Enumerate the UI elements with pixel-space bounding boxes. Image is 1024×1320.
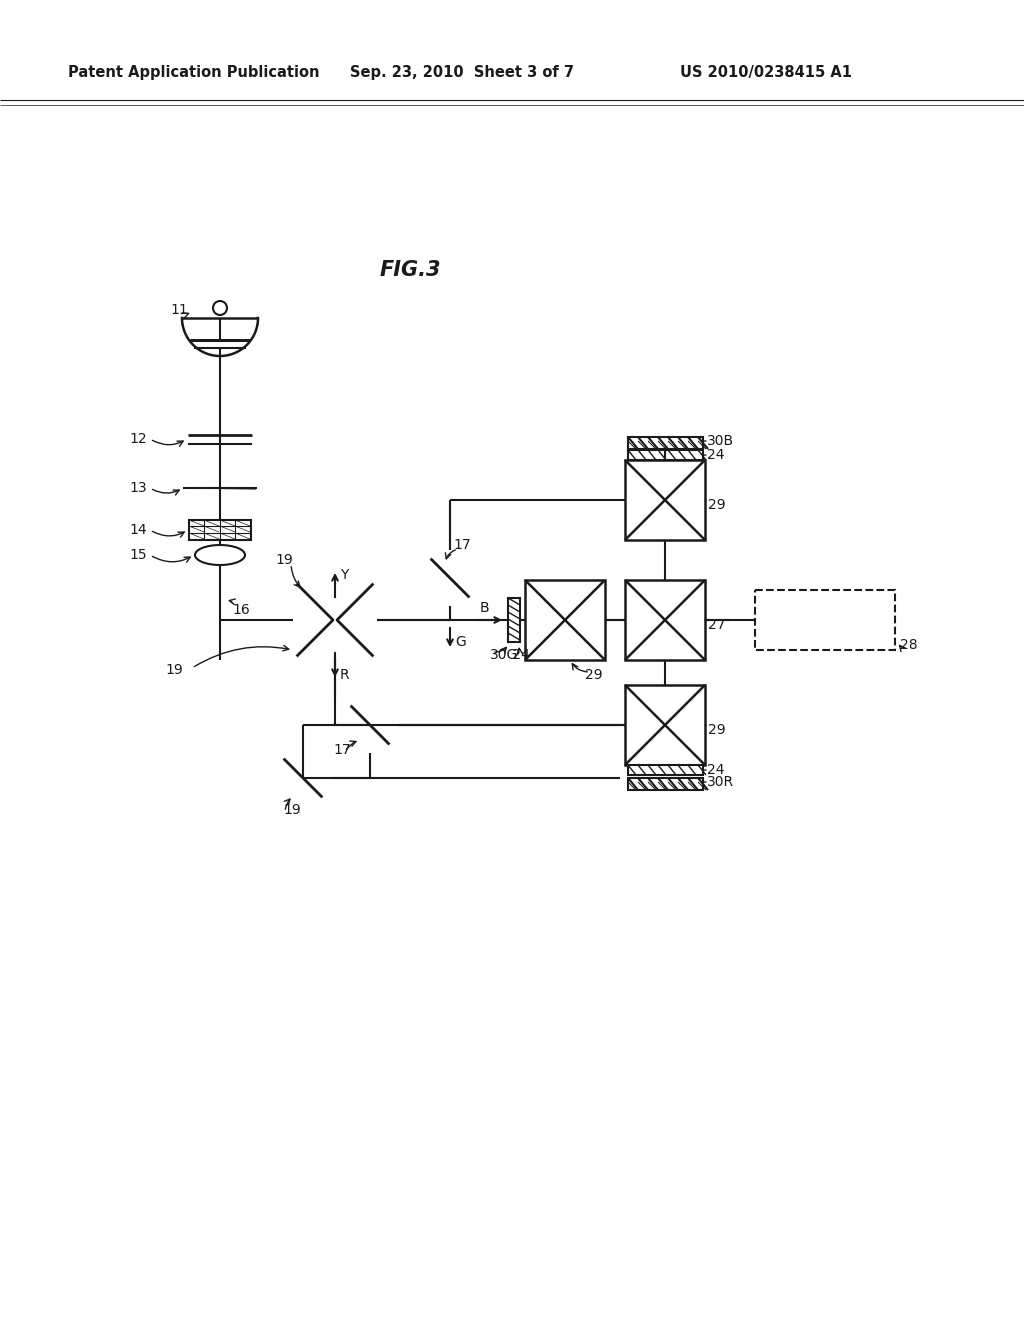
Bar — [625, 579, 705, 660]
Text: Patent Application Publication: Patent Application Publication — [68, 65, 319, 79]
Bar — [508, 598, 520, 642]
Text: 16: 16 — [232, 603, 250, 616]
Text: 17: 17 — [333, 743, 350, 756]
Text: US 2010/0238415 A1: US 2010/0238415 A1 — [680, 65, 852, 79]
Text: 19: 19 — [275, 553, 293, 568]
Bar — [625, 459, 705, 540]
Text: 24: 24 — [508, 648, 529, 663]
Text: 29: 29 — [708, 498, 726, 512]
Bar — [628, 777, 703, 789]
Bar — [189, 520, 251, 540]
Text: 30G: 30G — [490, 648, 518, 663]
Text: 14: 14 — [129, 523, 147, 537]
Bar — [625, 685, 705, 766]
Text: 12: 12 — [129, 432, 147, 446]
Text: 29: 29 — [708, 723, 726, 737]
Bar — [755, 590, 895, 649]
Text: 24: 24 — [707, 447, 725, 462]
Text: 15: 15 — [129, 548, 147, 562]
Text: 29: 29 — [585, 668, 603, 682]
Text: 11: 11 — [170, 304, 187, 317]
Text: B: B — [480, 601, 489, 615]
Text: 19: 19 — [283, 803, 301, 817]
Text: 28: 28 — [900, 638, 918, 652]
Bar — [525, 579, 605, 660]
Text: 17: 17 — [453, 539, 471, 552]
Text: 27: 27 — [708, 618, 725, 632]
Text: 19: 19 — [165, 663, 182, 677]
Text: Y: Y — [340, 568, 348, 582]
Text: 30R: 30R — [707, 775, 734, 789]
Text: 30B: 30B — [707, 434, 734, 447]
Text: G: G — [455, 635, 466, 649]
Text: FIG.3: FIG.3 — [380, 260, 441, 280]
Bar — [628, 437, 703, 449]
Ellipse shape — [195, 545, 245, 565]
Text: 13: 13 — [129, 480, 147, 495]
Bar — [628, 766, 703, 775]
Text: Sep. 23, 2010  Sheet 3 of 7: Sep. 23, 2010 Sheet 3 of 7 — [350, 65, 574, 79]
Bar — [628, 450, 703, 459]
Text: 24: 24 — [707, 763, 725, 777]
Text: R: R — [340, 668, 349, 682]
